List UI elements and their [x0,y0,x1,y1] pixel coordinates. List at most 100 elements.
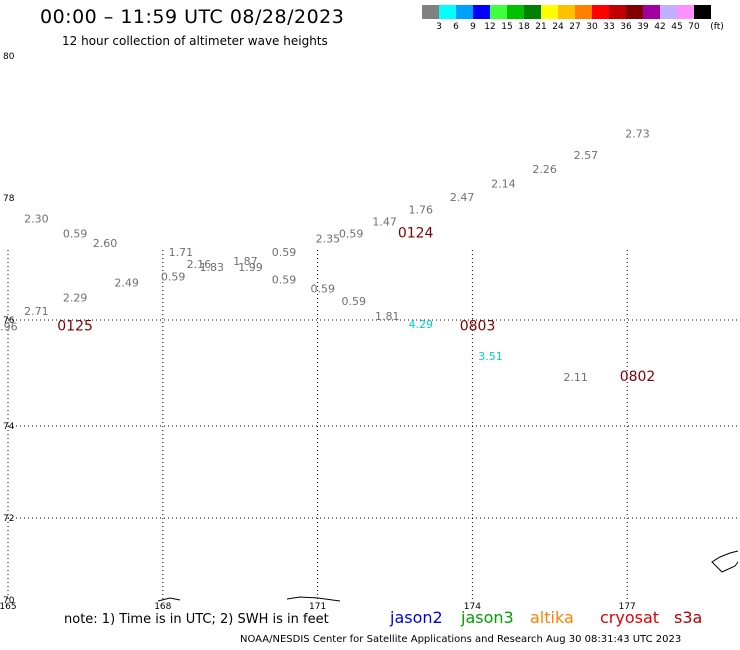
lon-tick-label: 174 [464,602,481,612]
satellite-cryosat: cryosat [600,608,660,627]
swh-value: 2.29 [63,292,88,305]
coastline-segment [711,550,739,573]
swh-value: 0.59 [339,228,364,241]
swh-value: 0.59 [161,270,186,283]
legend-label: 24 [552,22,564,32]
swh-value: 1.47 [372,215,397,228]
legend-label: 36 [620,22,632,32]
legend-label: 3 [436,22,442,32]
satellite-s3a: s3a [674,608,703,627]
satellite-altika: altika [530,608,574,627]
legend-swatches [422,5,711,19]
lat-tick-label: 72 [3,514,14,524]
legend-label: 33 [603,22,615,32]
map-title: 00:00 – 11:59 UTC 08/28/2023 [40,6,345,28]
legend-swatch [626,5,643,19]
swh-value: 2.57 [574,149,599,162]
legend-unit: (ft) [710,22,724,32]
legend-label: 21 [535,22,547,32]
swh-value: 2.11 [563,371,588,384]
legend-swatch [524,5,541,19]
satellite-jason2: jason2 [390,608,443,627]
lon-tick-label: 165 [0,602,17,612]
swh-value: 2.60 [93,237,118,250]
legend-swatch [694,5,711,19]
swh-value: 0.59 [272,246,297,259]
legend-swatch [592,5,609,19]
legend-labels: 3 6 9 12 15 18 21 24 27 30 33 36 39 42 45 70 (ft) [422,19,724,33]
legend-label: 9 [470,22,476,32]
coastline-segment [286,596,341,602]
graticule [7,250,740,600]
legend-label: 30 [586,22,598,32]
legend-label: 15 [501,22,513,32]
lon-tick-label: 171 [309,602,326,612]
footer-credit: NOAA/NESDIS Center for Satellite Applica… [240,634,682,645]
swh-value: 0.59 [272,273,297,286]
swh-value: 2.16 [187,258,212,271]
satellite-jason3: jason3 [461,608,514,627]
swh-value: 1.83 [200,261,225,274]
pass-time-label: 0124 [398,226,434,242]
legend-swatch [575,5,592,19]
pass-time-label: 0802 [620,369,656,385]
legend-label: 12 [484,22,496,32]
pass-time-label: 0803 [460,319,496,335]
lat-tick-label: 80 [3,52,15,62]
lon-tick-label: 168 [154,602,171,612]
lat-tick-label: 74 [3,422,15,432]
legend-label: 45 [671,22,683,32]
swh-value: 2.26 [532,163,557,176]
lat-tick-label: 76 [3,316,15,326]
color-legend: 3 6 9 12 15 18 21 24 27 30 33 36 39 42 45 70 (ft) [422,5,724,33]
legend-swatch [473,5,490,19]
swh-value: 4.29 [409,318,434,331]
pass-labels: 0125 0124 0803 0802 [57,226,655,385]
coastline [157,550,739,602]
legend-label: 18 [518,22,530,32]
map-subtitle: 12 hour collection of altimeter wave hei… [62,34,328,48]
swh-value: 2.35 [316,233,341,246]
swh-value: 1.96 [0,321,18,334]
legend-swatch [422,5,439,19]
swh-value: 0.59 [311,283,336,296]
swh-value: 2.49 [114,276,139,289]
lon-tick-label: 177 [619,602,636,612]
legend-swatch [541,5,558,19]
footer-note: note: 1) Time is in UTC; 2) SWH is in fe… [64,612,329,627]
legend-swatch [558,5,575,19]
swh-value: 3.51 [478,350,503,363]
legend-label: 6 [453,22,459,32]
swh-value: 2.73 [625,128,650,141]
legend-swatch [490,5,507,19]
swh-value: 1.99 [238,261,263,274]
legend-label: 42 [654,22,666,32]
swh-value: 2.14 [491,177,516,190]
legend-label: 39 [637,22,649,32]
axis-labels: 165 168 171 174 177 80 78 76 74 72 70 [0,52,636,612]
lat-tick-label: 78 [3,194,15,204]
swh-value: 0.59 [63,228,88,241]
legend-swatch [507,5,524,19]
swh-value: 2.71 [24,305,49,318]
legend-swatch [660,5,677,19]
legend-swatch [456,5,473,19]
swh-value: 1.81 [375,310,400,323]
swh-value: 2.30 [24,212,49,225]
swh-value: 1.71 [169,246,194,259]
legend-label: 70 [688,22,700,32]
legend-swatch [439,5,456,19]
swh-value: 2.47 [450,191,475,204]
swh-value: 0.59 [341,295,366,308]
legend-swatch [609,5,626,19]
legend-label: 27 [569,22,581,32]
coastline-segment [157,597,181,602]
swh-value: 1.87 [233,255,258,268]
pass-time-label: 0125 [57,319,93,335]
swh-points: 2.30 0.59 2.60 2.49 2.29 2.71 1.96 1.712.161.83… [0,128,650,384]
legend-swatch [677,5,694,19]
lat-tick-label: 70 [3,596,15,606]
swh-value: 1.76 [409,203,434,216]
legend-swatch [643,5,660,19]
